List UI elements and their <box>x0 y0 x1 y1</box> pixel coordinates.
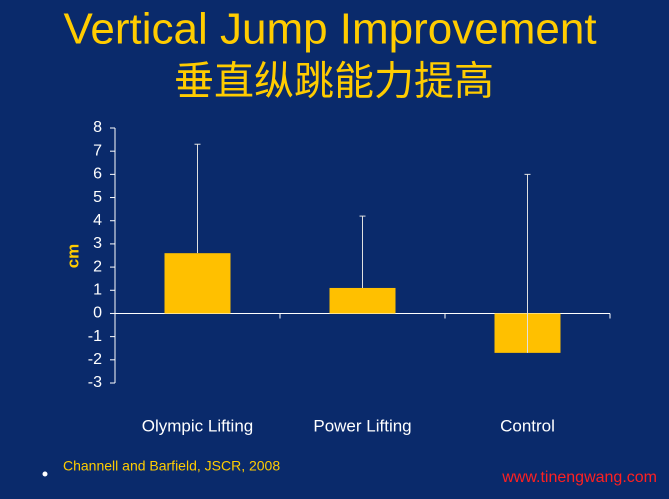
y-axis-label: cm <box>63 244 82 269</box>
x-tick-label: Control <box>500 416 555 435</box>
y-tick-label: 4 <box>93 212 102 229</box>
y-tick-label: 7 <box>93 142 102 159</box>
x-tick-label: Olympic Lifting <box>142 416 253 435</box>
chart-title: Vertical Jump Improvement <box>63 5 596 54</box>
y-tick-label: 2 <box>93 258 102 275</box>
y-tick-label: 5 <box>93 189 102 206</box>
source-note: Channell and Barfield, JSCR, 2008 <box>63 458 280 474</box>
watermark: www.tinengwang.com <box>501 469 657 486</box>
chart-subtitle: 垂直纵跳能力提高 <box>174 60 494 104</box>
y-tick-label: 1 <box>93 281 102 298</box>
y-tick-label: 8 <box>93 119 102 136</box>
y-tick-label: -2 <box>88 351 102 368</box>
x-tick-label: Power Lifting <box>313 416 411 435</box>
y-tick-label: 0 <box>93 305 102 322</box>
bar <box>164 253 231 314</box>
bullet <box>42 471 48 477</box>
y-tick-label: 3 <box>93 235 102 252</box>
y-tick-label: -3 <box>88 374 102 391</box>
bar <box>329 287 396 314</box>
y-tick-label: 6 <box>93 166 102 183</box>
y-tick-label: -1 <box>88 328 102 345</box>
